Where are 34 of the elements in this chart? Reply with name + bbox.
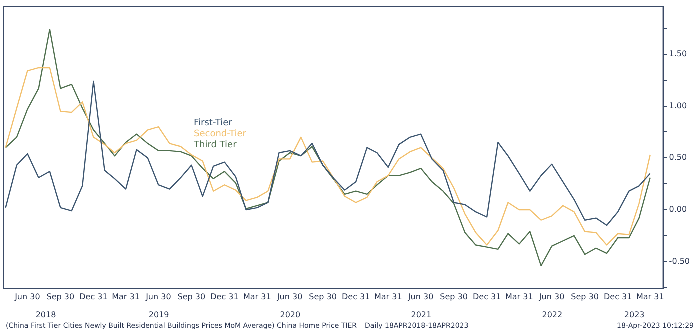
y-tick-label: 1.50 (669, 50, 688, 59)
x-tick-label: Dec 31 (210, 292, 239, 302)
series-label: Second-Tier (194, 130, 247, 140)
series-label: Third Tier (193, 140, 238, 151)
y-tick-label: 1.00 (669, 101, 688, 110)
x-tick-label: Dec 31 (342, 292, 370, 302)
x-tick-label: Sep 30 (309, 292, 337, 302)
x-tick-label: Dec 31 (604, 292, 632, 302)
x-tick-label: Mar 31 (112, 292, 140, 302)
x-tick-label: Jun 30 (145, 292, 172, 302)
x2-tick-label: 2021 (411, 310, 432, 320)
x2-tick-label: 2020 (280, 310, 301, 320)
x2-tick-label: 2023 (624, 310, 645, 320)
x-tick-label: Sep 30 (571, 292, 599, 302)
x-tick-label: Mar 31 (636, 292, 664, 302)
x-tick-label: Mar 31 (243, 292, 272, 302)
x-tick-label: Jun 30 (14, 292, 40, 302)
x-tick-label: Dec 31 (472, 292, 502, 302)
y-tick-label: 0.50 (669, 153, 688, 162)
x-tick-label: Sep 30 (46, 292, 75, 302)
y-tick-label: -0.50 (669, 256, 690, 266)
x2-tick-label: 2018 (36, 310, 56, 320)
x-tick-label: Mar 31 (505, 292, 534, 302)
text: First-Tier (194, 118, 233, 129)
x-tick-label: Mar 31 (374, 292, 402, 302)
x2-tick-label: 2022 (542, 310, 563, 320)
x-tick-label: Dec 31 (80, 292, 108, 302)
x-tick-label: Jun 30 (276, 292, 303, 302)
y-tick-label: 0.00 (669, 205, 688, 214)
x-tick-label: Jun 30 (538, 292, 565, 302)
x2-tick-label: 2019 (148, 310, 170, 320)
x-tick-label: Sep 30 (178, 292, 206, 302)
x-tick-label: Sep 30 (440, 292, 468, 302)
x-tick-label: Jun 30 (407, 292, 434, 302)
